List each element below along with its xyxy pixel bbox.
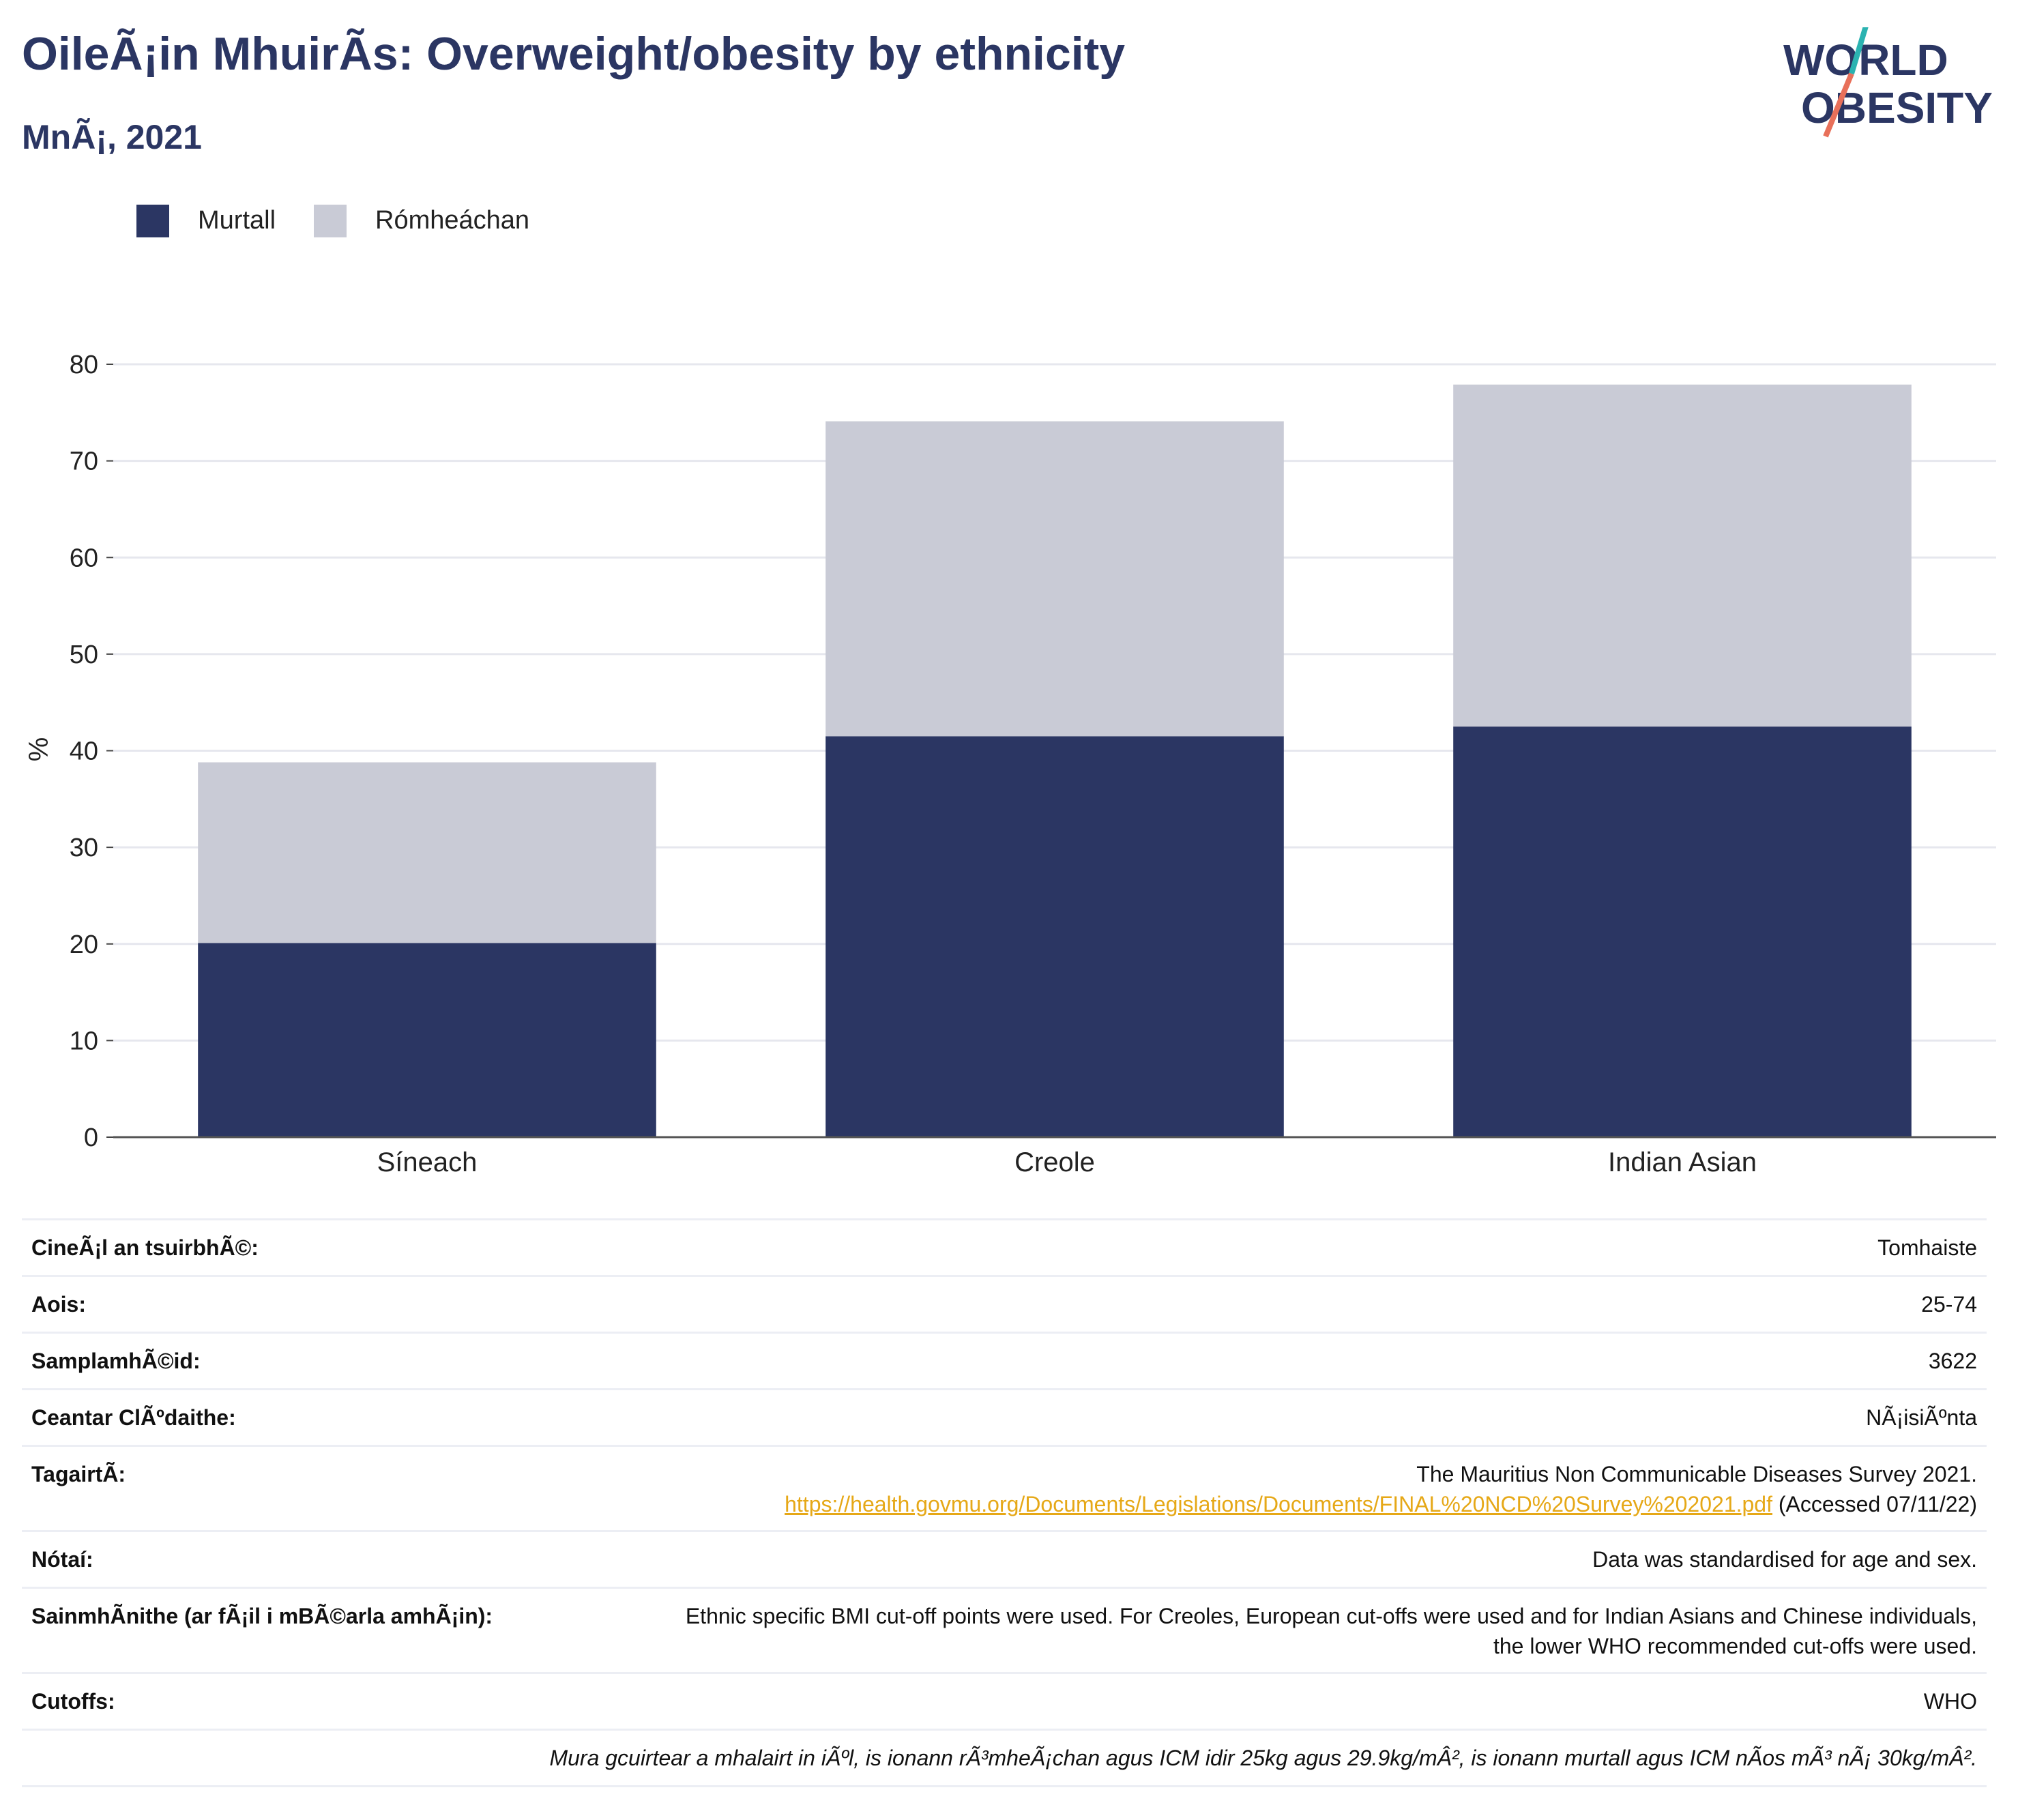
meta-label: Cutoffs: (31, 1689, 115, 1714)
definitions-line-2: the lower WHO recommended cut-offs were … (1493, 1634, 1977, 1658)
x-tick-label: Indian Asian (1608, 1147, 1757, 1177)
logo-word-world: WORLD (1783, 35, 1948, 85)
meta-row-notes: Nótaí: Data was standardised for age and… (22, 1530, 1987, 1587)
bar-murtall-1 (825, 736, 1284, 1137)
legend-label-romheachan: Rómheáchan (375, 206, 530, 235)
legend-swatch-romheachan (314, 205, 347, 237)
y-tick-label: 10 (70, 1027, 98, 1055)
y-axis-label: % (24, 737, 54, 762)
meta-label: TagairtÃ: (31, 1462, 126, 1486)
y-tick-label: 70 (70, 447, 98, 476)
reference-title: The Mauritius Non Communicable Diseases … (1416, 1462, 1977, 1486)
footnote: Mura gcuirtear a mhalairt in iÃºl, is io… (549, 1746, 1977, 1770)
meta-row-area-covered: Ceantar ClÃºdaithe: NÃ¡isiÃºnta (22, 1388, 1987, 1445)
meta-value: Data was standardised for age and sex. (1592, 1547, 1977, 1572)
legend-swatch-murtall (136, 205, 169, 237)
bar-romheachan-2 (1453, 384, 1912, 727)
bar-romheachan-1 (825, 421, 1284, 737)
meta-label: SainmhÃ­nithe (ar fÃ¡il i mBÃ©arla amhÃ¡… (31, 1604, 493, 1628)
y-tick-label: 0 (84, 1124, 98, 1152)
x-tick-label: Creole (1014, 1147, 1095, 1177)
meta-label: CineÃ¡l an tsuirbhÃ©: (31, 1235, 259, 1260)
meta-label: Ceantar ClÃºdaithe: (31, 1405, 236, 1430)
y-tick-label: 30 (70, 834, 98, 862)
meta-row-definitions: SainmhÃ­nithe (ar fÃ¡il i mBÃ©arla amhÃ¡… (22, 1587, 1987, 1672)
chart-title: OileÃ¡in MhuirÃ­s: Overweight/obesity by… (22, 28, 1126, 80)
y-tick-label: 80 (70, 351, 98, 379)
meta-row-reference: TagairtÃ: The Mauritius Non Communicable… (22, 1445, 1987, 1530)
legend-label-murtall: Murtall (198, 206, 276, 235)
meta-value-reference: The Mauritius Non Communicable Diseases … (544, 1459, 1977, 1519)
definitions-line-1: Ethnic specific BMI cut-off points were … (685, 1604, 1977, 1628)
meta-row-age: Aois: 25-74 (22, 1275, 1987, 1332)
meta-label: SamplamhÃ©id: (31, 1349, 201, 1373)
meta-value: WHO (1923, 1689, 1977, 1714)
bar-murtall-0 (198, 943, 656, 1137)
meta-label: Aois: (31, 1292, 86, 1317)
meta-row-cutoffs: Cutoffs: WHO (22, 1672, 1987, 1729)
meta-row-sample-size: SamplamhÃ©id: 3622 (22, 1332, 1987, 1388)
logo-slash-coral (1823, 72, 1854, 138)
reference-link[interactable]: https://health.govmu.org/Documents/Legis… (785, 1492, 1772, 1516)
metadata-table: CineÃ¡l an tsuirbhÃ©: Tomhaiste Aois: 25… (22, 1218, 1987, 1787)
reference-accessed: (Accessed 07/11/22) (1778, 1492, 1977, 1516)
y-tick-label: 50 (70, 641, 98, 669)
chart-subtitle: MnÃ¡, 2021 (22, 118, 202, 156)
meta-value: Tomhaiste (1877, 1235, 1977, 1260)
meta-value-definitions: Ethnic specific BMI cut-off points were … (544, 1601, 1977, 1661)
meta-row-survey-type: CineÃ¡l an tsuirbhÃ©: Tomhaiste (22, 1218, 1987, 1275)
logo-slash-teal (1849, 27, 1869, 75)
meta-label: Nótaí: (31, 1547, 93, 1572)
bar-murtall-2 (1453, 726, 1912, 1137)
y-tick-label: 40 (70, 737, 98, 766)
world-obesity-logo: WORLD OBESITY (1783, 27, 1993, 138)
meta-value: 25-74 (1921, 1292, 1977, 1317)
y-tick-label: 20 (70, 930, 98, 959)
bar-romheachan-0 (198, 762, 656, 943)
x-tick-label: Síneach (377, 1147, 478, 1177)
meta-value: 3622 (1928, 1349, 1977, 1373)
meta-value: NÃ¡isiÃºnta (1866, 1405, 1977, 1430)
meta-row-footnote: Mura gcuirtear a mhalairt in iÃºl, is io… (22, 1729, 1987, 1785)
stacked-bar-chart: 0 10 20 30 40 50 60 70 80% Síneach Creole Indian As… (24, 351, 1996, 1177)
table-bottom-rule (22, 1785, 1987, 1787)
y-tick-label: 60 (70, 544, 98, 572)
